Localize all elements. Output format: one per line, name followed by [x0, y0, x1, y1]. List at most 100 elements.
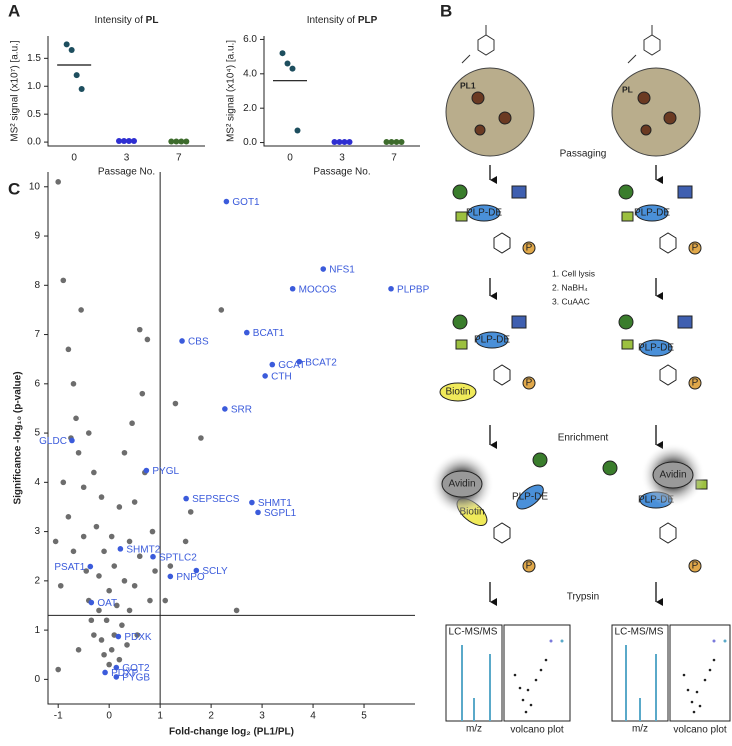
x-tick-label: 4	[310, 711, 316, 722]
highlight-point	[388, 285, 394, 292]
panel-label: B	[440, 1, 452, 20]
point	[57, 582, 64, 589]
highlight-point	[222, 406, 228, 412]
gene-label: GOT2	[122, 663, 150, 674]
point	[124, 642, 130, 648]
x-tick-label: 7	[176, 153, 182, 164]
point	[139, 390, 146, 397]
point	[147, 597, 153, 604]
point	[149, 528, 156, 535]
gene-label: BCAT2	[305, 357, 337, 368]
gene-label: PNPO	[176, 572, 205, 583]
highlight-point	[88, 599, 95, 606]
y-tick-label: 5	[34, 428, 40, 439]
mini-volcano	[513, 639, 727, 714]
dot	[183, 138, 190, 145]
phosphate-label: P	[526, 243, 533, 254]
structure	[493, 232, 677, 544]
point	[96, 607, 102, 614]
gene-label: SHMT1	[258, 498, 292, 509]
axis	[47, 36, 205, 147]
x-tick-label: 2	[208, 711, 214, 722]
highlight-point	[249, 499, 255, 506]
enzyme	[467, 204, 501, 222]
highlight-point	[255, 509, 261, 516]
x-tick-label: -1	[54, 711, 63, 722]
highlight-point	[320, 266, 327, 272]
y-tick-label: 1.0	[27, 81, 41, 92]
avidin-label: Avidin	[448, 479, 475, 490]
axis	[47, 172, 415, 705]
y-tick-label: 1	[34, 625, 40, 636]
point	[114, 602, 120, 609]
point	[80, 484, 87, 491]
point	[75, 449, 82, 456]
highlight-point	[193, 567, 200, 574]
y-tick-label: 8	[34, 280, 40, 291]
phosphate-label: P	[526, 561, 533, 572]
dot	[294, 127, 301, 134]
enzyme-label: PLP-DE	[634, 208, 670, 219]
gene-label: SCLY	[202, 566, 228, 577]
dot	[126, 137, 132, 144]
highlight-point	[69, 437, 75, 444]
y-tick-label: 0.0	[243, 137, 257, 148]
point	[162, 597, 169, 604]
point	[85, 430, 92, 436]
point	[152, 568, 158, 574]
chart-title: Intensity of PL	[95, 15, 159, 26]
gene-label: BCAT1	[253, 328, 285, 339]
point	[198, 435, 204, 441]
y-tick-label: 0.5	[27, 109, 41, 120]
point	[126, 607, 133, 614]
point	[136, 326, 143, 333]
dot	[78, 86, 85, 93]
highlight-point	[289, 285, 296, 292]
point	[73, 415, 79, 422]
enzyme	[635, 204, 669, 222]
point	[83, 568, 90, 574]
gene-label: CBS	[188, 337, 209, 348]
phosphate-label: P	[692, 561, 699, 572]
gene-label: SHMT2	[126, 544, 160, 555]
point	[119, 622, 125, 628]
panel-label: A	[8, 1, 20, 20]
ms-peaks	[461, 645, 657, 721]
enzyme-label: PLP-DE	[512, 492, 548, 503]
title-part: Intensity of	[307, 15, 358, 26]
dot	[289, 65, 296, 72]
phosphate-label: P	[526, 378, 533, 389]
axis-label: volcano plot	[510, 725, 564, 736]
gene-label: GLDC	[39, 436, 67, 447]
phosphate-label: P	[692, 243, 699, 254]
highlight-point	[150, 553, 156, 560]
dot	[68, 46, 75, 53]
y-axis-label: MS² signal (x10⁷) [a.u.]	[10, 40, 21, 142]
ms-label: LC-MS/MS	[615, 627, 664, 638]
axis-label: m/z	[466, 724, 482, 735]
axis-label: m/z	[632, 724, 648, 735]
highlight-point	[269, 361, 276, 368]
gene-label: SGPL1	[264, 508, 297, 519]
enzyme	[516, 484, 544, 510]
point	[121, 578, 128, 584]
highlight-point	[179, 338, 185, 344]
avidin	[652, 461, 694, 489]
point	[70, 548, 77, 555]
y-tick-label: 4.0	[243, 68, 257, 79]
gene-label: MOCOS	[299, 284, 337, 295]
highlight-point	[115, 633, 122, 640]
point	[75, 647, 82, 653]
x-tick-label: 3	[124, 153, 130, 164]
gene-label: PSAT1	[54, 562, 85, 573]
dot	[336, 139, 343, 146]
y-tick-label: 2	[34, 575, 40, 586]
axis	[263, 36, 420, 147]
y-tick-label: 1.5	[27, 53, 41, 64]
step-label: Passaging	[560, 149, 607, 160]
dot	[398, 139, 405, 146]
nuclei	[471, 91, 677, 136]
reaction-step: 1. Cell lysis	[552, 268, 595, 278]
point	[65, 346, 72, 353]
point	[131, 582, 138, 589]
